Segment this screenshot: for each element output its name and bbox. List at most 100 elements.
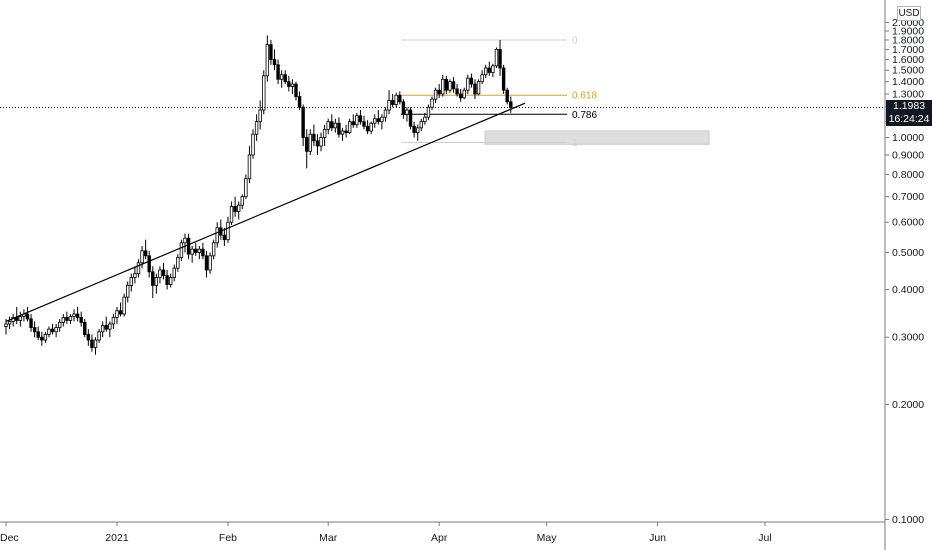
candle-body xyxy=(333,122,338,129)
candle-body xyxy=(50,328,55,333)
candle-body xyxy=(376,118,381,123)
candle-body xyxy=(25,313,30,320)
candle-body xyxy=(358,115,363,123)
candle-body xyxy=(498,49,502,69)
candle-body xyxy=(158,269,162,278)
candle-body xyxy=(462,89,466,99)
candle-body xyxy=(186,237,191,255)
candle-body xyxy=(151,271,155,286)
candle-body xyxy=(133,273,137,278)
candle-body xyxy=(312,133,316,142)
time-tick-label: 2021 xyxy=(105,532,129,544)
price-tick-label: 0.4000 xyxy=(892,284,924,296)
candle-body xyxy=(509,101,513,108)
candle-body xyxy=(272,59,277,66)
candle-body xyxy=(29,318,33,328)
candle-body xyxy=(190,248,194,255)
candle-body xyxy=(194,248,198,253)
candle-body xyxy=(387,100,391,111)
candle-body xyxy=(118,310,123,315)
candle-body xyxy=(494,49,499,67)
candle-body xyxy=(480,74,484,83)
candle-body xyxy=(337,122,341,135)
time-tick-label: Jul xyxy=(758,532,771,544)
trendline[interactable] xyxy=(5,102,526,322)
price-tick-label: 1.6000 xyxy=(892,54,924,66)
fib-level-label: 0.786 xyxy=(572,110,597,121)
candle-body xyxy=(183,237,187,244)
candle-body xyxy=(86,334,91,341)
candle-body xyxy=(244,178,248,198)
candle-body xyxy=(176,257,180,269)
candle-body xyxy=(108,323,112,330)
price-tick-label: 0.7000 xyxy=(892,191,924,203)
candle-body xyxy=(168,277,173,286)
support-zone xyxy=(484,130,710,145)
candle-body xyxy=(165,275,169,286)
candle-body xyxy=(47,328,51,335)
time-tick-label: Feb xyxy=(219,532,237,544)
candle-body xyxy=(126,285,130,298)
candle-body xyxy=(233,206,237,212)
candle-body xyxy=(201,248,205,257)
candle-body xyxy=(97,331,101,341)
candle-body xyxy=(222,234,227,241)
price-tick-label: 0.5000 xyxy=(892,247,924,259)
candle-body xyxy=(423,116,427,123)
candle-body xyxy=(305,137,309,152)
time-tick-label: May xyxy=(537,532,558,544)
price-tick-label: 0.2000 xyxy=(892,399,924,411)
candle-body xyxy=(61,317,65,323)
candle-body xyxy=(4,323,8,327)
candle-body xyxy=(58,322,62,328)
time-tick-label: Jun xyxy=(649,532,666,544)
candle-body xyxy=(408,109,413,127)
price-tick-label: 1.9000 xyxy=(892,26,924,38)
candle-body xyxy=(448,81,452,91)
candle-body xyxy=(36,331,40,338)
candle-body xyxy=(100,325,105,333)
candle-body xyxy=(340,130,345,135)
candle-body xyxy=(351,121,355,126)
price-tick-label: 0.9000 xyxy=(892,149,924,161)
candle-body xyxy=(215,227,219,244)
candle-body xyxy=(294,83,298,97)
candle-body xyxy=(32,327,37,333)
candle-body xyxy=(254,121,259,135)
candle-body xyxy=(226,221,230,241)
candle-body xyxy=(401,101,406,115)
time-tick-labels[interactable]: Dec 2021 Feb Mar Apr May Jun Jul xyxy=(0,522,772,544)
candle-body xyxy=(322,128,327,138)
candle-body xyxy=(247,154,252,180)
candle-body xyxy=(79,317,83,323)
candle-body xyxy=(83,322,87,335)
candle-body xyxy=(111,317,116,325)
candle-body xyxy=(398,94,402,103)
candle-body xyxy=(380,116,384,123)
candle-body xyxy=(347,121,352,133)
price-tick-label: 0.1000 xyxy=(892,514,924,526)
candle-body xyxy=(430,98,434,108)
price-tick-label: 1.7000 xyxy=(892,44,924,56)
candle-body xyxy=(469,77,474,85)
candle-body xyxy=(279,74,284,80)
price-tick-label: 1.8000 xyxy=(892,34,924,46)
candle-body xyxy=(269,44,273,60)
candle-body xyxy=(211,242,216,257)
currency-label[interactable]: USD xyxy=(897,6,921,21)
candle-body xyxy=(229,206,234,223)
candle-body xyxy=(330,121,334,129)
candle-body xyxy=(75,313,80,318)
price-tick-label: 0.8000 xyxy=(892,169,924,181)
candle-body xyxy=(129,277,133,286)
candle-body xyxy=(240,196,244,206)
candle-body xyxy=(283,74,287,83)
support-zone-rect[interactable] xyxy=(484,130,710,145)
candle-body xyxy=(433,89,438,100)
trendline-segment[interactable] xyxy=(5,102,526,322)
candle-body xyxy=(251,133,255,156)
candle-body xyxy=(476,81,481,95)
price-tick-label: 1.3000 xyxy=(892,88,924,100)
candle-body xyxy=(140,250,144,264)
